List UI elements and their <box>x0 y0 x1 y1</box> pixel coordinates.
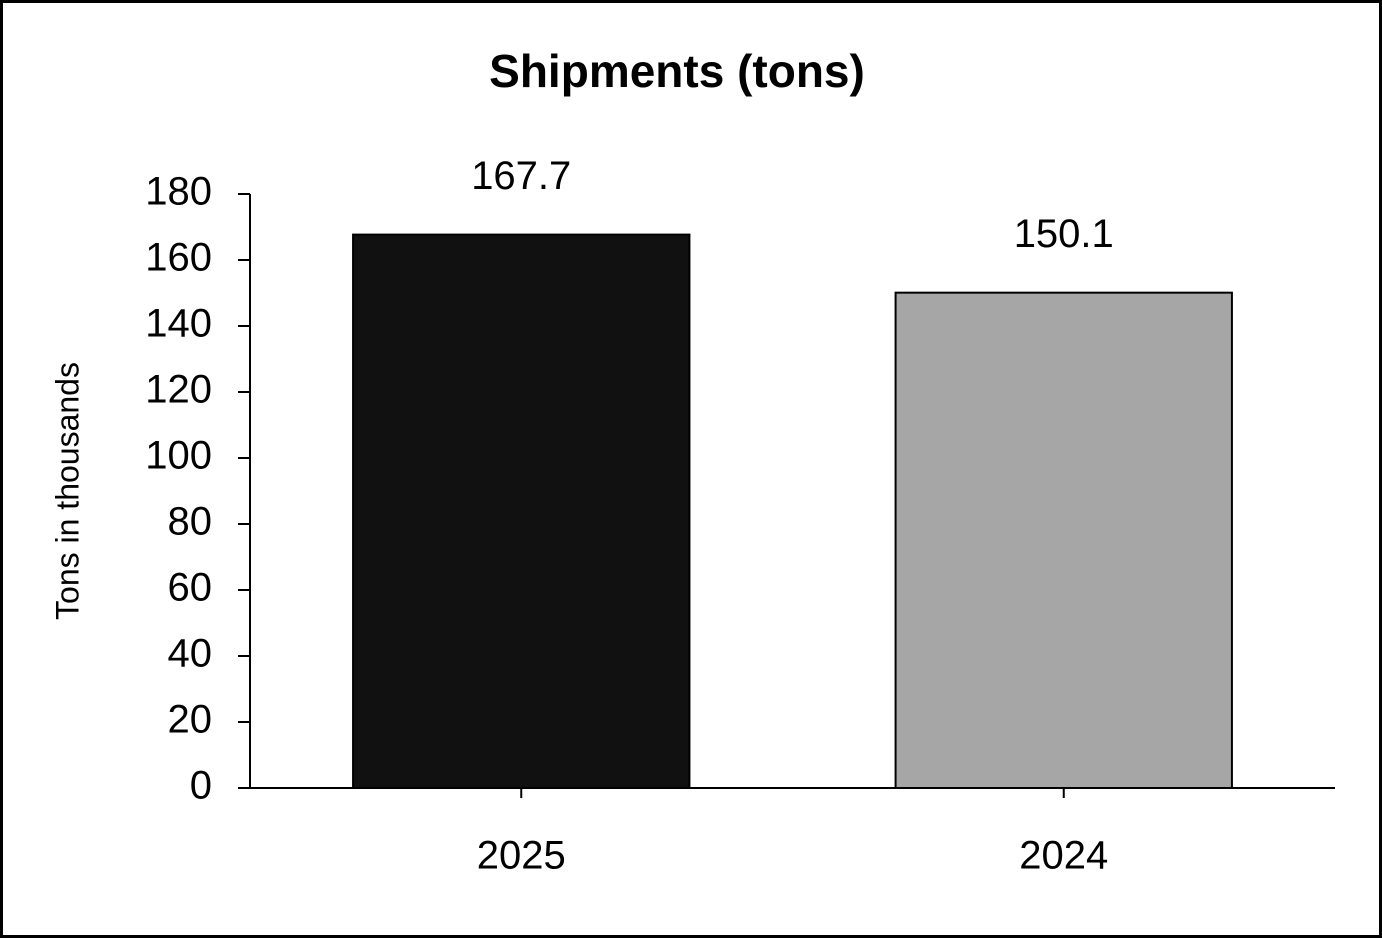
bar <box>894 291 1233 789</box>
y-tick-label: 180 <box>145 170 212 214</box>
chart-title: Shipments (tons) <box>489 45 865 97</box>
y-tick-label: 80 <box>168 500 213 544</box>
y-tick-label: 120 <box>145 368 212 412</box>
y-tick-label: 140 <box>145 302 212 346</box>
y-tick-label: 0 <box>190 764 212 808</box>
y-tick-label: 160 <box>145 236 212 280</box>
y-axis-label: Tons in thousands <box>49 362 85 620</box>
x-tick-label: 2025 <box>477 834 566 878</box>
value-label: 150.1 <box>1014 212 1114 256</box>
y-tick-label: 20 <box>168 698 213 742</box>
y-tick-label: 60 <box>168 566 213 610</box>
y-tick-label: 40 <box>168 632 213 676</box>
value-label: 167.7 <box>471 154 571 198</box>
bar <box>352 233 691 789</box>
x-tick-label: 2024 <box>1019 834 1108 878</box>
y-tick-label: 100 <box>145 434 212 478</box>
